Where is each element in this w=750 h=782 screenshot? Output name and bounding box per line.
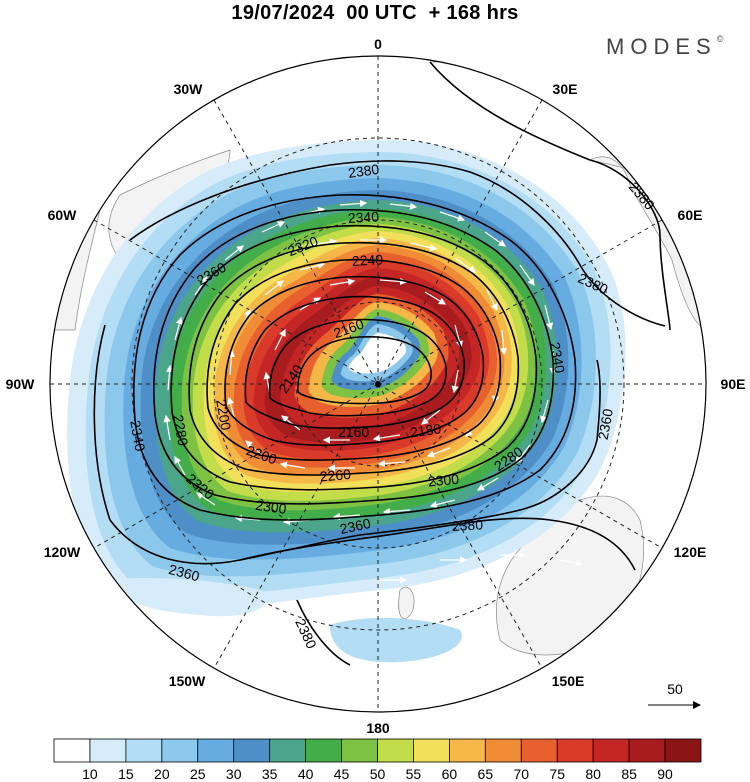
contour-label: 2340 bbox=[547, 341, 568, 375]
lon-label-120e: 120E bbox=[674, 544, 707, 560]
colorbar-tick-label: 10 bbox=[82, 766, 98, 782]
colorbar-tick-label: 45 bbox=[334, 766, 350, 782]
map-title: 19/07/2024 00 UTC + 168 hrs bbox=[231, 2, 519, 24]
colorbar-swatch bbox=[484, 738, 522, 763]
contour-label: 2300 bbox=[427, 471, 460, 490]
colorbar-swatch bbox=[197, 738, 235, 763]
reference-vector-label: 50 bbox=[667, 681, 683, 697]
colorbar-swatch bbox=[628, 738, 666, 763]
contour-label: 2260 bbox=[319, 466, 352, 485]
colorbar-swatch bbox=[448, 738, 486, 763]
colorbar-tick-label: 85 bbox=[621, 766, 637, 782]
colorbar-tick-label: 60 bbox=[442, 766, 458, 782]
colorbar-swatch bbox=[125, 738, 163, 763]
contour-label: 2340 bbox=[127, 419, 148, 453]
colorbar-swatch bbox=[592, 738, 630, 763]
pole-marker bbox=[375, 381, 381, 387]
colorbar-tick-label: 65 bbox=[478, 766, 494, 782]
contour-label: 2160 bbox=[338, 424, 369, 440]
colorbar-tick-label: 80 bbox=[585, 766, 601, 782]
colorbar-tick-label: 75 bbox=[549, 766, 565, 782]
colorbar-swatch bbox=[269, 738, 307, 763]
contour-label: 2360 bbox=[338, 515, 372, 537]
colorbar-tick-label: 70 bbox=[513, 766, 529, 782]
colorbar-swatch bbox=[377, 738, 414, 763]
colorbar-swatch bbox=[520, 738, 558, 763]
colorbar-swatch bbox=[341, 738, 378, 763]
colorbar-swatch bbox=[305, 738, 342, 763]
brand-logo: MODES© bbox=[606, 33, 724, 59]
colorbar-tick-label: 50 bbox=[370, 766, 386, 782]
lon-label-180: 180 bbox=[366, 720, 390, 736]
lon-label-60e: 60E bbox=[678, 207, 703, 223]
lon-label-90w: 90W bbox=[6, 376, 36, 392]
colorbar-swatch bbox=[664, 738, 702, 763]
lon-label-150e: 150E bbox=[552, 673, 585, 689]
colorbar-tick-label: 90 bbox=[657, 766, 673, 782]
contour-label: 2180 bbox=[409, 420, 442, 440]
lon-label-90e: 90E bbox=[721, 376, 746, 392]
contour-label: 2380 bbox=[347, 161, 380, 181]
colorbar-swatch bbox=[233, 738, 271, 763]
contour-label: 2360 bbox=[595, 407, 616, 441]
colorbar-swatch bbox=[556, 738, 594, 763]
colorbar-tick-label: 35 bbox=[262, 766, 278, 782]
contour-label: 2300 bbox=[254, 497, 287, 517]
map-boundary bbox=[49, 55, 707, 713]
colorbar-swatch bbox=[89, 738, 127, 763]
colorbar-tick-label: 25 bbox=[190, 766, 206, 782]
lon-label-120w: 120W bbox=[44, 544, 81, 560]
contour-label: 2200 bbox=[213, 398, 234, 432]
colorbar-swatch bbox=[413, 738, 450, 763]
colorbar-tick-label: 15 bbox=[118, 766, 134, 782]
colorbar-tick-label: 30 bbox=[226, 766, 242, 782]
colorbar-tick-label: 55 bbox=[406, 766, 422, 782]
longitude-labels: 0 30E 60E 90E 120E 150E 180 150W 120W 90… bbox=[6, 36, 746, 736]
contour-label: 2380 bbox=[451, 516, 483, 534]
colorbar-tick-label: 20 bbox=[154, 766, 170, 782]
colorbar-tick-label: 40 bbox=[298, 766, 314, 782]
lon-label-150w: 150W bbox=[169, 673, 206, 689]
contour-label: 2340 bbox=[347, 208, 379, 226]
contour-label: 2240 bbox=[352, 251, 384, 269]
colorbar-swatch bbox=[161, 738, 199, 763]
colorbar-swatch bbox=[53, 738, 91, 763]
colorbar: 10 15 20 25 30 35 40 45 50 55 60 65 70 75 80 85 90 bbox=[53, 738, 702, 782]
lon-label-30w: 30W bbox=[174, 81, 204, 97]
contour-label: 2360 bbox=[167, 561, 201, 585]
height-contours bbox=[93, 61, 671, 666]
lon-label-0: 0 bbox=[374, 36, 382, 52]
contour-label: 2280 bbox=[170, 414, 191, 448]
lon-label-30e: 30E bbox=[553, 81, 578, 97]
lon-label-60w: 60W bbox=[48, 207, 78, 223]
